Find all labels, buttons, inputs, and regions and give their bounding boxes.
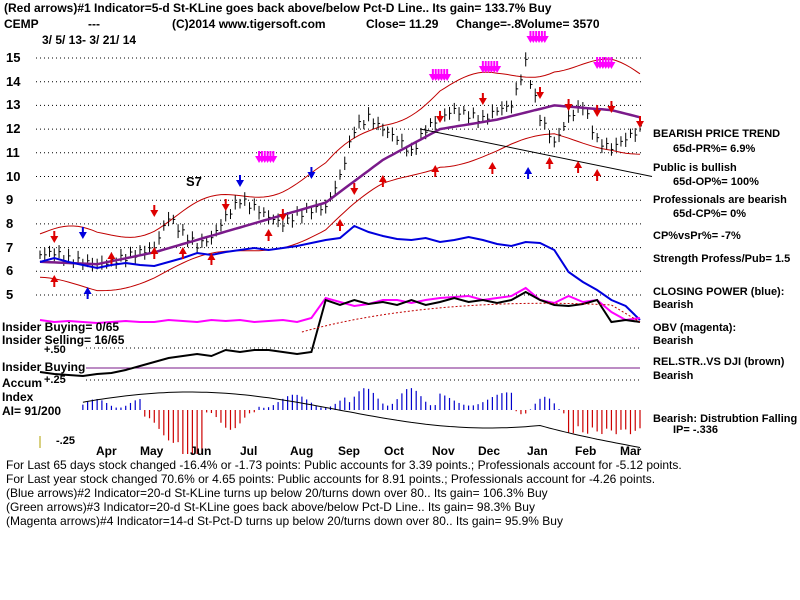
- accum-index-line: [82, 391, 641, 448]
- closing-power-label: CLOSING POWER (blue):: [653, 286, 785, 298]
- price-tick-13: 13: [6, 97, 21, 112]
- moving-average-line: [39, 104, 641, 266]
- month-label-dec: Dec: [478, 444, 501, 458]
- footer-line-5: (Magenta arrows)#4 Indicator=14-d St-Pct…: [6, 514, 563, 528]
- price-tick-14: 14: [6, 74, 21, 89]
- price-tick-6: 6: [6, 263, 14, 278]
- copyright-label: (C)2014 www.tigersoft.com: [172, 17, 326, 31]
- month-label-nov: Nov: [432, 444, 455, 458]
- public-bullish: Public is bullish: [653, 162, 737, 174]
- price-tick-11: 11: [6, 145, 20, 160]
- month-label-aug: Aug: [290, 444, 314, 458]
- month-label-jul: Jul: [240, 444, 258, 458]
- price-tick-12: 12: [6, 121, 21, 136]
- footer-line-3: (Blue arrows)#2 Indicator=20-d St-KLine …: [6, 486, 548, 500]
- trend-line: [420, 128, 653, 177]
- month-label-mar: Mar: [620, 444, 642, 458]
- month-label-apr: Apr: [96, 444, 117, 458]
- month-label-jan: Jan: [527, 444, 548, 458]
- ip-label: IP= -.336: [673, 424, 718, 436]
- month-label-may: May: [140, 444, 164, 458]
- month-label-jun: Jun: [190, 444, 212, 458]
- insider-selling-label: Insider Selling= 16/65: [2, 333, 125, 347]
- month-label-sep: Sep: [338, 444, 361, 458]
- stock-chart: [36, 31, 653, 454]
- accum-label: Accum: [2, 376, 43, 390]
- insider-buying-label: Insider Buying= 0/65: [2, 320, 120, 334]
- price-tick-5: 5: [6, 287, 14, 302]
- price-tick-15: 15: [6, 50, 21, 65]
- distribution-label: Bearish: Distrubtion Falling: [653, 413, 798, 425]
- obv-label: OBV (magenta):: [653, 322, 737, 334]
- header-indicator-1: (Red arrows)#1 Indicator=5-d St-KLine go…: [4, 1, 552, 15]
- month-label-oct: Oct: [384, 444, 405, 458]
- upper-band-line: [39, 58, 641, 238]
- cp-state: Bearish: [653, 299, 694, 311]
- footer-line-1: For Last 65 days stock changed -16.4% or…: [6, 458, 682, 472]
- price-tick-8: 8: [6, 216, 14, 231]
- change-label: Change=-.8: [456, 17, 522, 31]
- index-label: Index: [2, 390, 34, 404]
- relstr-label: REL.STR..VS DJI (brown): [653, 356, 785, 368]
- price-tick-7: 7: [6, 240, 14, 255]
- relative-strength-line: [39, 290, 641, 378]
- minus25-label: -.25: [56, 435, 75, 447]
- date-range: 3/ 5/ 13- 3/ 21/ 14: [42, 33, 137, 47]
- strength-label: Strength Profess/Pub= 1.5: [653, 253, 791, 265]
- footer-line-4: (Green arrows)#3 Indicator=20-d St-KLine…: [6, 500, 535, 514]
- price-tick-10: 10: [6, 169, 21, 184]
- s7-annotation: S7: [186, 174, 202, 189]
- indicator-ma-line: [301, 302, 641, 333]
- header-dashes: ---: [88, 17, 100, 31]
- cp-label: 65d-CP%= 0%: [673, 208, 747, 220]
- obv-state: Bearish: [653, 335, 694, 347]
- closing-power-line: [39, 224, 641, 321]
- pr-label: 65d-PR%= 6.9%: [673, 143, 756, 155]
- plus50-label: +.50: [44, 344, 66, 356]
- volume-label: Volume= 3570: [520, 17, 600, 31]
- ticker-label: CEMP: [4, 17, 39, 31]
- footer-line-2: For Last year stock changed 70.6% or 4.6…: [6, 472, 656, 486]
- insider-buying-2: Insider Buying: [2, 360, 86, 374]
- cpvspr-label: CP%vsPr%= -7%: [653, 230, 741, 242]
- ai-label: AI= 91/200: [2, 404, 62, 418]
- close-label: Close= 11.29: [366, 17, 439, 31]
- lower-band-line: [39, 133, 641, 292]
- op-label: 65d-OP%= 100%: [673, 176, 759, 188]
- bearish-price-trend: BEARISH PRICE TREND: [653, 128, 781, 140]
- price-tick-9: 9: [6, 192, 14, 207]
- relstr-state: Bearish: [653, 370, 694, 382]
- pro-bearish: Professionals are bearish: [653, 194, 787, 206]
- plus25-label: +.25: [44, 374, 66, 386]
- month-label-feb: Feb: [575, 444, 597, 458]
